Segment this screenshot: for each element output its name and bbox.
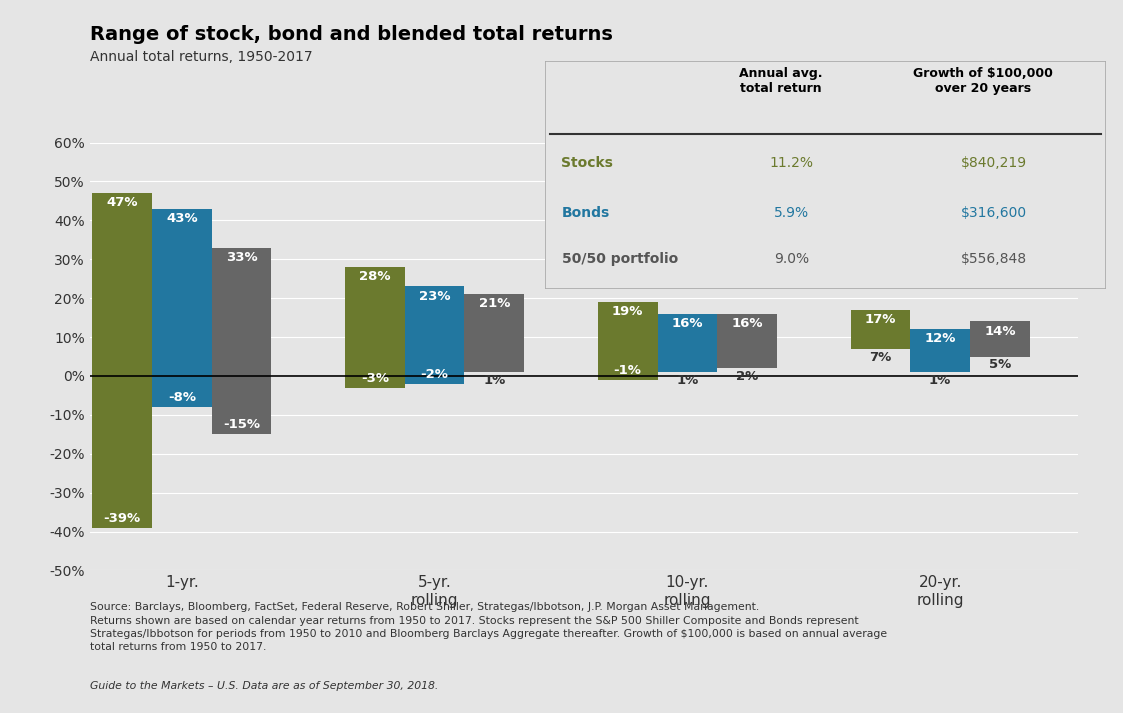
Text: 5%: 5% bbox=[989, 359, 1011, 371]
Bar bbox=[92, 193, 152, 528]
Text: Stocks: Stocks bbox=[562, 156, 613, 170]
Bar bbox=[211, 247, 272, 434]
FancyBboxPatch shape bbox=[545, 61, 1106, 289]
Text: 12%: 12% bbox=[924, 332, 956, 345]
Text: 7%: 7% bbox=[869, 351, 892, 364]
Text: Growth of $100,000
over 20 years: Growth of $100,000 over 20 years bbox=[913, 68, 1052, 96]
Bar bbox=[597, 302, 657, 380]
Bar bbox=[657, 314, 718, 372]
Text: Guide to the Markets – U.S. Data are as of September 30, 2018.: Guide to the Markets – U.S. Data are as … bbox=[90, 681, 438, 691]
Text: 2%: 2% bbox=[736, 370, 758, 383]
Text: -39%: -39% bbox=[103, 511, 140, 525]
Text: 19%: 19% bbox=[612, 305, 643, 318]
Text: -15%: -15% bbox=[223, 418, 261, 431]
Bar bbox=[911, 329, 970, 372]
Text: -2%: -2% bbox=[421, 368, 448, 381]
Text: 1%: 1% bbox=[676, 374, 699, 387]
Text: 11.2%: 11.2% bbox=[769, 156, 814, 170]
Bar bbox=[970, 322, 1030, 356]
Text: Range of stock, bond and blended total returns: Range of stock, bond and blended total r… bbox=[90, 25, 613, 44]
Text: 1%: 1% bbox=[929, 374, 951, 387]
Text: Annual total returns, 1950-2017: Annual total returns, 1950-2017 bbox=[90, 50, 312, 64]
Text: 16%: 16% bbox=[672, 317, 703, 330]
Bar bbox=[404, 287, 465, 384]
Text: 9.0%: 9.0% bbox=[774, 252, 810, 266]
Text: Source: Barclays, Bloomberg, FactSet, Federal Reserve, Robert Shiller, Strategas: Source: Barclays, Bloomberg, FactSet, Fe… bbox=[90, 602, 887, 652]
Bar bbox=[465, 294, 524, 372]
Text: Annual avg.
total return: Annual avg. total return bbox=[739, 68, 822, 96]
Text: 17%: 17% bbox=[865, 313, 896, 326]
Text: 5.9%: 5.9% bbox=[774, 206, 810, 220]
Text: 23%: 23% bbox=[419, 289, 450, 302]
Text: Bonds: Bonds bbox=[562, 206, 610, 220]
Bar bbox=[850, 310, 911, 349]
Text: -8%: -8% bbox=[167, 391, 195, 404]
Text: 16%: 16% bbox=[731, 317, 763, 330]
Text: $556,848: $556,848 bbox=[961, 252, 1026, 266]
Text: $840,219: $840,219 bbox=[961, 156, 1026, 170]
Text: 43%: 43% bbox=[166, 212, 198, 225]
Text: 1%: 1% bbox=[483, 374, 505, 387]
Text: 28%: 28% bbox=[359, 270, 391, 283]
Text: 21%: 21% bbox=[478, 297, 510, 310]
Text: -1%: -1% bbox=[613, 364, 641, 376]
Text: -3%: -3% bbox=[360, 371, 389, 384]
Bar bbox=[152, 209, 211, 407]
Text: 14%: 14% bbox=[984, 324, 1015, 338]
Text: 47%: 47% bbox=[107, 196, 138, 210]
Bar bbox=[345, 267, 404, 388]
Text: $316,600: $316,600 bbox=[961, 206, 1026, 220]
Bar bbox=[718, 314, 777, 368]
Text: 50/50 portfolio: 50/50 portfolio bbox=[562, 252, 678, 266]
Text: 33%: 33% bbox=[226, 251, 257, 264]
